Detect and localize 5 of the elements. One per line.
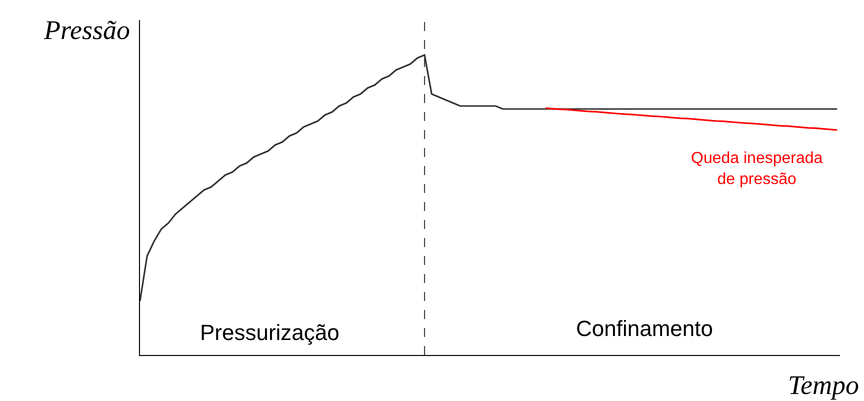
x-axis-title: Tempo — [788, 370, 860, 400]
annotation: Queda inesperada de pressão — [691, 150, 823, 188]
y-axis-title: Pressão — [43, 15, 130, 45]
annotation: Pressurização — [200, 320, 340, 345]
annotation: Confinamento — [576, 316, 713, 341]
